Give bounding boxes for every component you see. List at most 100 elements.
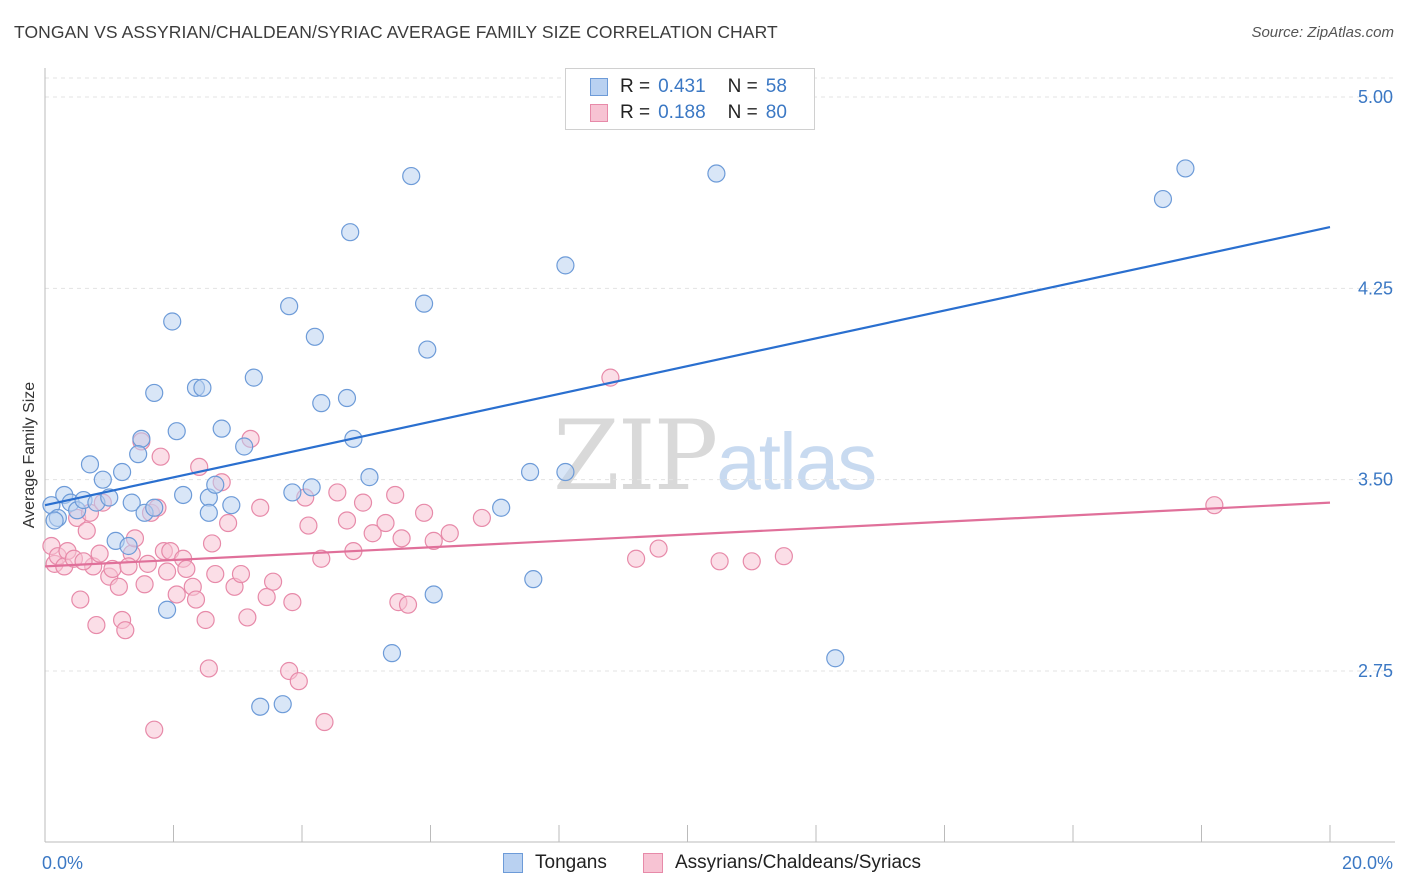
data-point [167, 585, 186, 604]
data-point [174, 485, 193, 505]
data-point [826, 649, 845, 668]
watermark: ZIPatlas [553, 400, 877, 512]
data-point [202, 534, 222, 553]
data-point [382, 644, 402, 663]
legend-swatch-blue [590, 78, 608, 96]
data-point [186, 590, 206, 609]
data-point [74, 552, 93, 571]
data-point [212, 419, 231, 438]
data-point [71, 590, 90, 609]
data-point [119, 536, 138, 556]
data-point [280, 297, 299, 316]
data-point [151, 447, 170, 466]
legend-r-value: 0.188 [658, 102, 706, 123]
data-point [626, 549, 646, 568]
data-point [424, 531, 443, 550]
tick-labels: 2.75 3.50 4.25 5.00 0.0% 20.0% [42, 87, 1393, 873]
data-point [193, 378, 212, 397]
data-point [199, 659, 218, 678]
data-point [492, 498, 511, 517]
series-assyrians-points [42, 368, 1224, 739]
data-point [145, 498, 164, 517]
trend-line-tongans [44, 226, 1331, 507]
data-point [707, 164, 726, 183]
data-point [251, 697, 270, 716]
data-point [312, 549, 331, 568]
data-point [129, 445, 148, 464]
data-point [135, 575, 154, 594]
y-tick-label: 2.75 [1358, 661, 1393, 681]
bottom-legend: Tongans Assyrians/Chaldeans/Syriacs [0, 852, 1406, 876]
series-tongans-points [42, 159, 1195, 716]
data-point [206, 564, 225, 584]
data-point [219, 513, 238, 533]
chart-title: TONGAN VS ASSYRIAN/CHALDEAN/SYRIAC AVERA… [14, 22, 778, 42]
data-point [328, 483, 347, 502]
legend-swatch-pink [590, 104, 608, 122]
data-point [424, 585, 443, 604]
data-point [376, 513, 395, 533]
data-point [145, 720, 164, 739]
data-point [116, 621, 135, 640]
data-point [402, 166, 421, 186]
data-point [163, 312, 182, 331]
data-point [93, 470, 112, 489]
data-point [742, 552, 761, 571]
watermark-atlas: atlas [716, 417, 877, 506]
data-point [77, 521, 96, 540]
data-point [305, 327, 324, 346]
data-point [556, 256, 575, 275]
data-point [414, 294, 434, 313]
data-point [392, 529, 411, 548]
data-point [353, 493, 373, 512]
trend-lines [44, 226, 1331, 568]
legend-n-label: N = [727, 102, 758, 123]
data-point [90, 544, 109, 563]
data-point [360, 468, 379, 487]
data-point [238, 608, 257, 627]
y-axis-label: Average Family Size [21, 382, 38, 529]
data-point [386, 485, 405, 505]
data-point [1205, 496, 1224, 515]
data-point [109, 577, 128, 596]
data-point [251, 498, 270, 517]
legend-r-label: R = [620, 76, 651, 97]
data-point [472, 508, 491, 528]
legend-swatch-blue [503, 853, 523, 873]
data-point [302, 478, 321, 497]
data-point [1176, 159, 1195, 178]
data-point [119, 557, 138, 576]
legend-n-label: N = [727, 76, 758, 97]
data-point [315, 712, 334, 732]
data-point [524, 570, 543, 589]
data-point [112, 462, 132, 482]
data-point [145, 383, 164, 403]
data-point [283, 483, 302, 502]
data-point [418, 340, 437, 359]
y-tick-label: 4.25 [1358, 278, 1393, 298]
data-point [312, 394, 331, 413]
data-point [710, 552, 729, 571]
data-point [299, 516, 318, 535]
watermark-zip: ZIP [553, 400, 718, 512]
data-point [337, 511, 357, 530]
data-point [235, 437, 254, 456]
legend-n-value: 58 [765, 76, 787, 97]
data-point [138, 554, 157, 573]
data-point [87, 615, 106, 635]
data-point [283, 593, 302, 612]
data-point [440, 524, 459, 543]
data-point [157, 562, 177, 581]
legend: R = 0.431 N = 58 R = 0.188 N = 80 [565, 68, 815, 130]
legend-row-assyrians: R = 0.188 N = 80 [590, 101, 787, 125]
data-point [244, 368, 263, 387]
data-point [222, 496, 241, 515]
legend-n-value: 80 [765, 102, 787, 123]
legend-series-name: Assyrians/Chaldeans/Syriacs [675, 852, 922, 873]
legend-series-name: Tongans [535, 852, 607, 873]
data-point [341, 223, 360, 242]
data-point [414, 503, 434, 522]
y-tick-label: 3.50 [1358, 470, 1393, 490]
data-point [556, 462, 575, 482]
